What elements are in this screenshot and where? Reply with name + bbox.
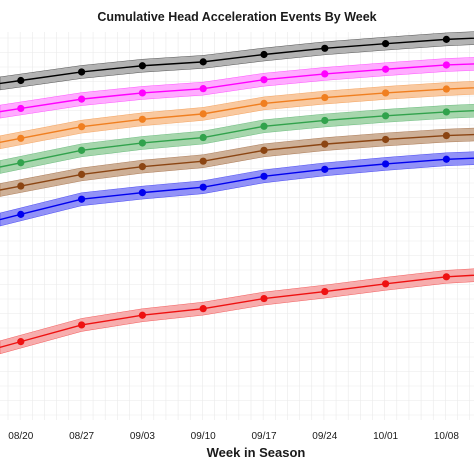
series-line — [0, 133, 474, 191]
series-point — [321, 44, 329, 52]
series-point — [321, 70, 329, 78]
series-point — [138, 62, 146, 70]
series-point — [199, 85, 207, 93]
series-points — [17, 35, 450, 346]
series-point — [321, 116, 329, 125]
series-point — [78, 68, 86, 76]
series-point — [321, 287, 329, 296]
x-tick-label: 10/08 — [434, 431, 459, 442]
series-point — [382, 65, 390, 73]
series-point — [78, 321, 86, 329]
series-point — [321, 93, 329, 102]
series-lines — [0, 37, 474, 349]
series-point — [260, 50, 268, 59]
series-point — [17, 104, 25, 113]
series-point — [260, 99, 268, 107]
series-point — [382, 89, 390, 97]
confidence-bands — [0, 31, 474, 355]
series-point — [138, 189, 146, 197]
series-band — [0, 127, 474, 197]
series-point — [17, 159, 25, 167]
series-point — [138, 115, 146, 123]
x-tick-label: 10/01 — [373, 431, 398, 442]
x-tick-label: 09/03 — [130, 431, 155, 442]
series-line — [0, 157, 474, 221]
series-point — [199, 305, 207, 313]
series-line — [0, 37, 474, 85]
series-point — [260, 172, 268, 180]
x-tick-label: 09/17 — [251, 431, 276, 442]
series-band — [0, 268, 474, 355]
x-tick-label: 08/20 — [8, 431, 33, 442]
series-band — [0, 57, 474, 119]
series-point — [78, 95, 86, 103]
series-line — [0, 63, 474, 113]
x-ticks: 08/20 08/27 09/03 09/10 09/17 09/24 10/01 10/08 — [8, 431, 459, 442]
x-tick-label: 09/24 — [312, 431, 337, 442]
series-line — [0, 274, 474, 349]
chart-title: Cumulative Head Acceleration Events By W… — [97, 10, 376, 24]
series-point — [382, 135, 390, 144]
series-point — [260, 146, 268, 154]
series-point — [17, 76, 25, 85]
series-point — [442, 35, 450, 43]
x-tick-label: 09/10 — [191, 431, 216, 442]
series-point — [17, 338, 25, 346]
series-band — [0, 103, 474, 174]
series-point — [442, 108, 450, 116]
series-point — [260, 122, 268, 130]
series-point — [382, 280, 390, 288]
series-point — [199, 157, 207, 165]
series-point — [78, 195, 86, 203]
series-point — [442, 85, 450, 93]
series-point — [199, 58, 207, 66]
series-point — [321, 140, 329, 148]
series-point — [78, 146, 86, 154]
series-point — [17, 182, 25, 190]
series-point — [260, 294, 268, 303]
series-point — [199, 110, 207, 118]
series-point — [17, 134, 25, 142]
series-point — [442, 61, 450, 69]
series-point — [442, 131, 450, 140]
series-line — [0, 87, 474, 143]
series-point — [199, 133, 207, 142]
series-point — [17, 210, 25, 218]
series-point — [138, 89, 146, 97]
series-point — [199, 183, 207, 191]
series-line — [0, 109, 474, 168]
x-axis-label: Week in Season — [207, 445, 306, 460]
series-point — [78, 123, 86, 131]
series-point — [138, 163, 146, 171]
series-point — [78, 170, 86, 178]
series-point — [382, 160, 390, 168]
series-point — [442, 155, 450, 163]
series-band — [0, 151, 474, 227]
series-point — [321, 165, 329, 173]
x-tick-label: 08/27 — [69, 431, 94, 442]
series-point — [260, 76, 268, 84]
series-point — [138, 311, 146, 319]
series-point — [382, 112, 390, 120]
series-band — [0, 81, 474, 150]
series-point — [382, 40, 390, 48]
series-point — [442, 273, 450, 281]
series-point — [138, 139, 146, 147]
